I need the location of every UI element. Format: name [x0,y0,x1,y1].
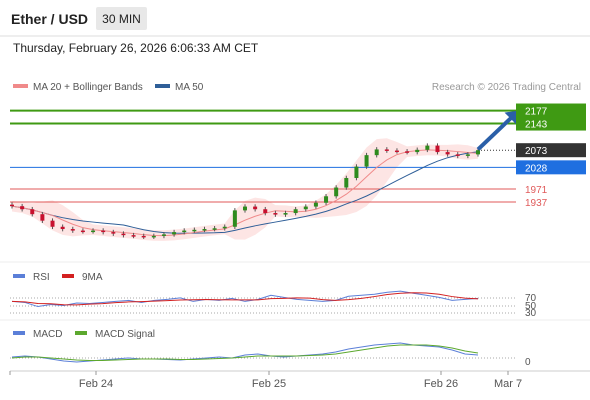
candle-body [303,206,308,210]
timeframe-label: 30 MIN [102,12,141,26]
level-lines [10,109,516,203]
candle-body [243,206,247,211]
candle-body [263,209,268,214]
candle-body [141,235,146,238]
candle-body [455,154,460,156]
level-label-target-1-top: 2143 [525,120,548,131]
candle-body [324,196,329,203]
macd-signal-legend-label: MACD Signal [95,329,155,340]
macd-line [11,342,479,363]
candle-body [60,226,65,230]
candle-body [394,150,399,153]
macd-legend-label: MACD [33,329,62,340]
candle-body [70,229,75,231]
x-tick-label: Feb 25 [252,378,286,390]
instrument-title: Ether / USD [11,11,88,27]
rsi-level-label: 50 [525,301,537,312]
rsi-ma-line [11,292,479,306]
candle-body [415,149,420,153]
ma50-legend-swatch [155,84,170,88]
rsi-legend-label: RSI [33,272,50,283]
candle-body [232,210,237,227]
candle-body [20,206,25,210]
level-badge-last-price [516,143,586,158]
macd-legend-swatch [13,331,25,335]
level-labels: 21772143207320281971193721772143 [516,103,586,209]
forecast-arrow-head [504,110,519,125]
rsi-ma-legend-label: 9MA [82,272,103,283]
candle-body [91,230,96,233]
x-tick-label: Mar 7 [494,378,522,390]
candle-body [354,166,359,178]
candle-body [151,235,156,238]
macd-panel: 0 [10,342,531,368]
candle-body [212,228,217,230]
forecast-arrow [476,110,519,151]
candle-body [192,229,197,232]
candle-body [364,155,369,167]
forecast-arrow-shaft [476,115,514,151]
ma20-legend-label: MA 20 + Bollinger Bands [33,82,143,93]
candle-body [313,202,318,207]
rsi-level-label: 30 [525,308,537,319]
level-label-support-2: 1937 [525,198,548,209]
level-label-last-price: 2073 [525,146,548,157]
target-zone-badge [516,103,586,131]
candle-body [425,145,430,150]
x-tick-label: Feb 26 [424,378,458,390]
timeframe-badge[interactable] [96,7,147,30]
rsi-ma-legend-swatch [62,274,74,278]
rsi-level-label: 70 [525,293,537,304]
candle-body [334,187,339,197]
candle-body [344,178,349,188]
candle-body [182,230,187,233]
x-axis-ticks: Feb 24 Feb 25 Feb 26 Mar 7 [9,371,522,390]
candle-body [293,209,298,214]
candle-body [222,226,227,229]
macd-signal-line [11,344,479,361]
macd-signal-legend-swatch [75,331,87,335]
candle-body [10,204,14,207]
candle-body [283,213,288,215]
x-tick-label: Feb 24 [79,378,113,390]
candle-body [111,232,116,234]
candle-body [435,145,440,153]
candles [10,143,480,239]
candle-body [384,149,389,151]
rsi-line [11,290,479,308]
ma50-line [11,151,479,234]
candle-body [476,150,480,155]
macd-zero-label: 0 [525,357,531,368]
candle-body [172,232,177,235]
credit-text: Research © 2026 Trading Central [432,82,581,93]
ma50-legend-label: MA 50 [175,82,204,93]
candle-body [30,209,35,215]
candle-body [374,149,379,156]
candle-body [253,206,258,210]
candle-body [80,230,85,233]
ma20-line [11,149,479,237]
ma20-legend-swatch [13,84,28,88]
candle-body [101,230,106,233]
candle-body [202,229,207,231]
candle-body [405,151,410,153]
candle-body [40,214,45,221]
level-label-target-2-top: 2177 [525,107,548,118]
candle-body [50,220,55,227]
timestamp: Thursday, February 26, 2026 6:06:33 AM C… [13,41,259,55]
candle-body [121,233,126,236]
candle-body [273,213,278,215]
level-label-support-1: 1971 [525,185,548,196]
level-badge-pivot [516,160,586,175]
candle-body [131,235,136,237]
candle-body [465,154,470,156]
candle-body [445,152,450,155]
candle-body [161,234,166,236]
rsi-legend-swatch [13,274,25,278]
level-label-pivot: 2028 [525,163,548,174]
price-panel [10,109,519,241]
bollinger-band [12,138,478,241]
